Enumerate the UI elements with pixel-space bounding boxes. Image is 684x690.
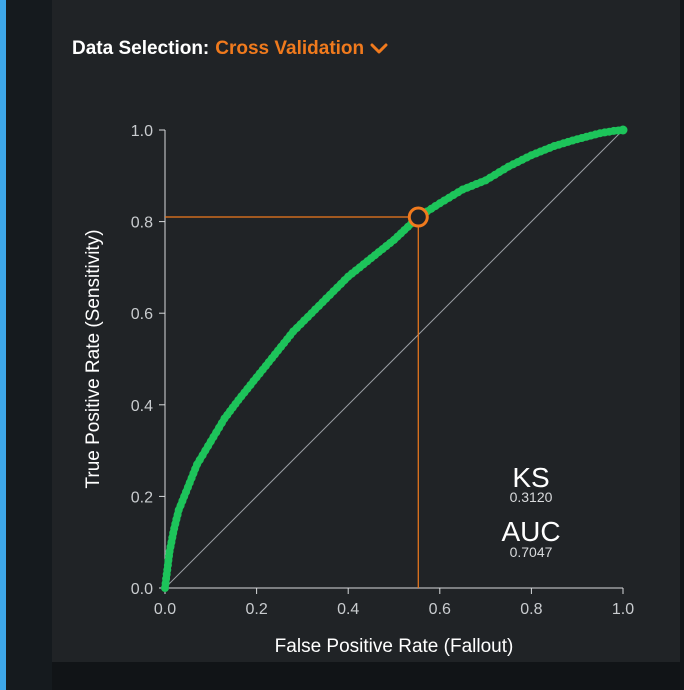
x-tick-label: 1.0: [612, 601, 634, 618]
left-gutter: [6, 0, 52, 690]
metric-label: KS: [512, 462, 549, 493]
y-tick-label: 0.4: [131, 398, 153, 415]
y-tick-label: 0.8: [131, 215, 153, 232]
data-selection-value: Cross Validation: [215, 38, 365, 59]
y-tick-label: 0.6: [131, 306, 153, 323]
data-selection-dropdown[interactable]: Cross Validation: [215, 38, 388, 60]
x-tick-label: 0.6: [429, 601, 451, 618]
chart-axes: [159, 129, 624, 594]
y-tick-label: 0.0: [131, 581, 153, 598]
roc-panel: [52, 0, 680, 662]
x-tick-label: 0.2: [245, 601, 267, 618]
metric-value: 0.7047: [510, 544, 553, 560]
data-selection-label: Data Selection:: [72, 38, 210, 59]
diagonal-reference-line: [164, 129, 624, 589]
metric-value: 0.3120: [510, 489, 553, 505]
chevron-down-icon: [370, 43, 388, 54]
roc-curve: [161, 125, 628, 592]
threshold-point[interactable]: [407, 206, 429, 228]
y-tick-label: 0.2: [131, 489, 153, 506]
x-tick-label: 0.4: [337, 601, 359, 618]
data-selection: Data Selection: Cross Validation: [72, 36, 388, 62]
x-axis-label: False Positive Rate (Fallout): [275, 636, 514, 657]
x-tick-label: 0.8: [520, 601, 542, 618]
roc-point: [618, 125, 628, 135]
x-tick-label: 0.0: [154, 601, 176, 618]
y-tick-label: 1.0: [131, 123, 153, 140]
left-accent-bar: [0, 0, 6, 690]
tick-labels: 0.0 0.2 0.4 0.6 0.8 1.0 0.0 0.2 0.4 0.6 0.8 1.0: [131, 123, 634, 618]
y-axis-label: True Positive Rate (Sensitivity): [83, 229, 104, 488]
metric-label: AUC: [501, 516, 560, 547]
